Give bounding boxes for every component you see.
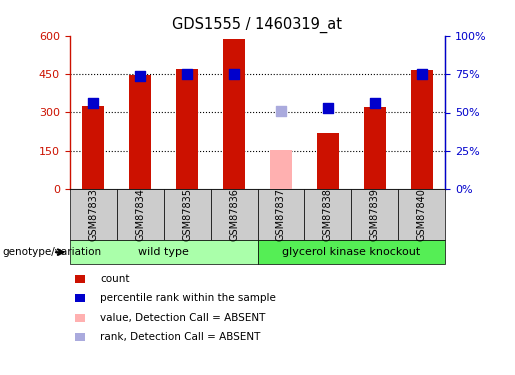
Point: [230, 71, 238, 77]
Text: GSM87838: GSM87838: [323, 188, 333, 241]
Text: GSM87836: GSM87836: [229, 188, 239, 241]
Text: GSM87840: GSM87840: [417, 188, 427, 241]
Point: [183, 71, 191, 77]
Point: [136, 73, 144, 79]
Bar: [317, 133, 338, 189]
Point: [371, 100, 379, 106]
Bar: [129, 75, 150, 189]
Bar: [365, 107, 386, 189]
Text: glycerol kinase knockout: glycerol kinase knockout: [282, 247, 421, 257]
Text: GSM87835: GSM87835: [182, 188, 192, 241]
Point: [89, 100, 97, 106]
Text: rank, Detection Call = ABSENT: rank, Detection Call = ABSENT: [100, 332, 261, 342]
Text: GSM87839: GSM87839: [370, 188, 380, 241]
Point: [418, 71, 426, 77]
Text: percentile rank within the sample: percentile rank within the sample: [100, 293, 277, 303]
Bar: [270, 150, 291, 189]
Text: count: count: [100, 274, 130, 284]
Bar: [411, 70, 433, 189]
Bar: [177, 69, 198, 189]
Text: GSM87834: GSM87834: [135, 188, 145, 241]
Point: [277, 108, 285, 114]
Text: GSM87837: GSM87837: [276, 188, 286, 241]
Title: GDS1555 / 1460319_at: GDS1555 / 1460319_at: [173, 16, 342, 33]
Bar: [82, 106, 104, 189]
Text: genotype/variation: genotype/variation: [3, 247, 101, 257]
Point: [324, 105, 332, 111]
Text: wild type: wild type: [138, 247, 189, 257]
Text: value, Detection Call = ABSENT: value, Detection Call = ABSENT: [100, 313, 266, 322]
Text: GSM87833: GSM87833: [88, 188, 98, 241]
Bar: [224, 39, 245, 189]
